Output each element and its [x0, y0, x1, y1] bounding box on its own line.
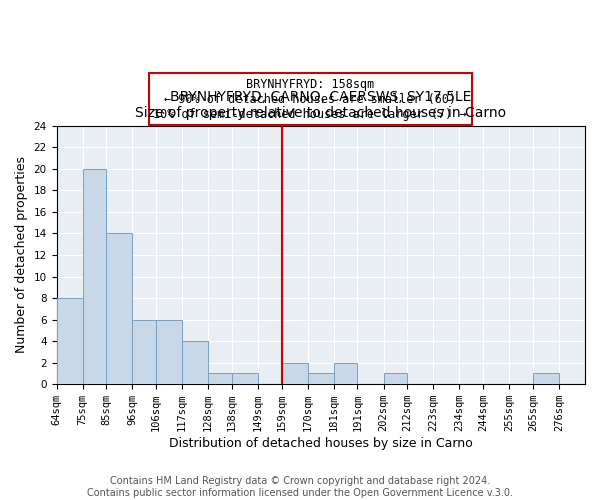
- Bar: [533, 374, 559, 384]
- Bar: [83, 169, 106, 384]
- Text: BRYNHYFRYD: 158sqm
← 90% of detached houses are smaller (60)
10% of semi-detache: BRYNHYFRYD: 158sqm ← 90% of detached hou…: [154, 78, 467, 120]
- Bar: [334, 362, 358, 384]
- Bar: [383, 374, 407, 384]
- Bar: [56, 298, 83, 384]
- Bar: [106, 234, 133, 384]
- Bar: [156, 320, 182, 384]
- Bar: [182, 341, 208, 384]
- Text: Contains HM Land Registry data © Crown copyright and database right 2024.
Contai: Contains HM Land Registry data © Crown c…: [87, 476, 513, 498]
- Bar: [232, 374, 258, 384]
- Bar: [133, 320, 156, 384]
- X-axis label: Distribution of detached houses by size in Carno: Distribution of detached houses by size …: [169, 437, 473, 450]
- Bar: [308, 374, 334, 384]
- Y-axis label: Number of detached properties: Number of detached properties: [15, 156, 28, 354]
- Bar: [208, 374, 232, 384]
- Bar: [281, 362, 308, 384]
- Title: BRYNHYFRYD, CARNO, CAERSWS, SY17 5LE
Size of property relative to detached house: BRYNHYFRYD, CARNO, CAERSWS, SY17 5LE Siz…: [135, 90, 506, 120]
